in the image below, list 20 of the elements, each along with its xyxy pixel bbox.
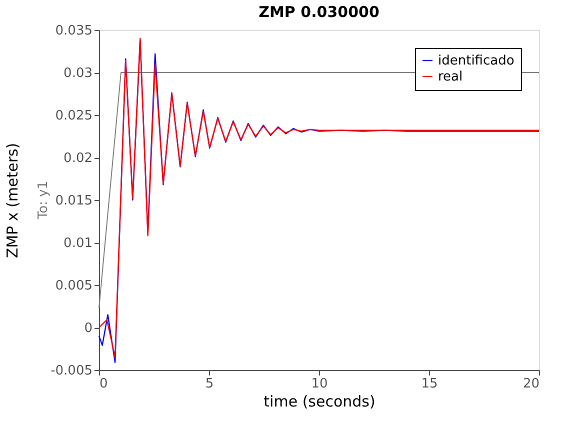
x-tick-label: 20 — [522, 376, 540, 392]
y-tick-label: 0.015 — [55, 194, 92, 208]
text: To: y1 — [36, 180, 51, 220]
legend-label: real — [438, 70, 463, 84]
y-tick-label: 0.02 — [64, 151, 92, 166]
y-tick-label: 0.005 — [55, 278, 92, 294]
legend-label: identificado — [438, 54, 514, 68]
x-tick-label: 10 — [311, 376, 328, 392]
y-tick-label: 0.035 — [55, 24, 92, 38]
y-tick-label: 0.03 — [64, 66, 92, 81]
y-tick-label: -0.005 — [50, 364, 92, 378]
x-tick-label: 15 — [421, 376, 438, 392]
y-axis-title: ZMP x (meters) — [4, 142, 22, 258]
x-axis-title: time (seconds) — [264, 392, 376, 410]
y-tick-label: 0 — [84, 321, 92, 336]
x-tick-label: 0 — [100, 376, 108, 392]
y-tick-label: 0.01 — [64, 236, 92, 251]
chart-title: ZMP 0.030000 — [258, 3, 380, 21]
y-tick-label: 0.025 — [55, 108, 92, 124]
x-tick-label: 5 — [205, 376, 214, 392]
